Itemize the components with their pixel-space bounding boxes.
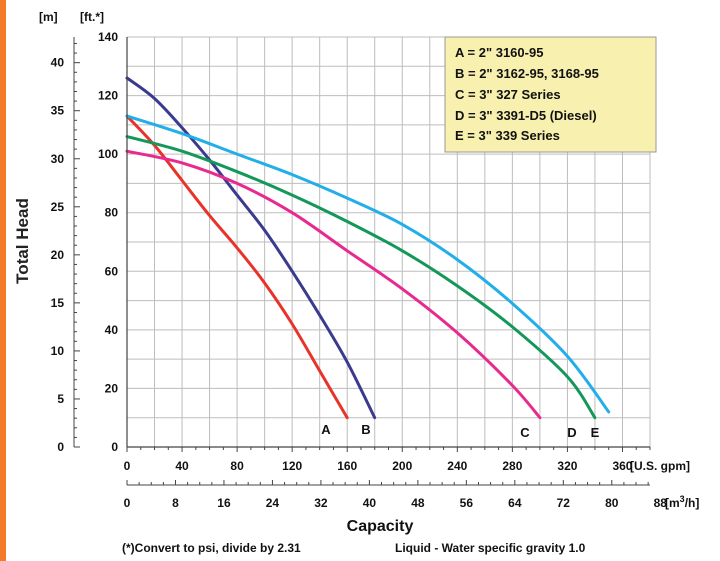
x-unit-m3h-sup: 3	[680, 494, 685, 504]
x-tick-label-gpm: 40	[175, 459, 189, 473]
y-tick-label-ft: 80	[105, 206, 119, 220]
x-tick-label-m3h: 48	[411, 496, 425, 510]
curve-label-d: D	[567, 425, 576, 440]
legend-entry-d: D = 3" 3391-D5 (Diesel)	[455, 108, 597, 123]
y-tick-label-m: 35	[51, 104, 65, 118]
x-tick-label-m3h: 80	[605, 496, 619, 510]
y-tick-label-m: 0	[57, 440, 64, 454]
curve-c	[125, 149, 542, 420]
x-tick-label-gpm: 80	[230, 459, 244, 473]
curve-label-e: E	[591, 425, 600, 440]
curve-e	[125, 114, 611, 414]
x-unit-m3h-tail: /h]	[685, 496, 700, 510]
x-tick-label-m3h: 24	[266, 496, 280, 510]
curve-label-a: A	[321, 422, 331, 437]
axes	[73, 37, 651, 486]
y-tick-label-ft: 60	[105, 264, 119, 278]
y-tick-label-m: 20	[51, 248, 65, 262]
x-tick-label-gpm: 240	[447, 459, 467, 473]
x-tick-label-gpm: 0	[124, 459, 131, 473]
x-tick-label-gpm: 120	[282, 459, 302, 473]
legend-entry-c: C = 3" 327 Series	[455, 87, 561, 102]
y-tick-label-m: 40	[51, 56, 65, 70]
x-unit-m3h: [m3/h]	[665, 494, 699, 510]
legend-box	[444, 36, 657, 153]
y-tick-label-m: 30	[51, 152, 65, 166]
footnote-liquid: Liquid - Water specific gravity 1.0	[395, 541, 586, 555]
y-tick-label-ft: 120	[98, 89, 118, 103]
x-tick-label-m3h: 64	[508, 496, 522, 510]
y-tick-label-m: 10	[51, 344, 65, 358]
x-tick-label-m3h: 40	[363, 496, 377, 510]
y-tick-label-ft: 20	[105, 381, 119, 395]
y-tick-label-m: 15	[51, 296, 65, 310]
curve-label-b: B	[361, 422, 370, 437]
x-tick-label-gpm: 280	[502, 459, 522, 473]
x-tick-label-m3h: 8	[172, 496, 179, 510]
curve-label-c: C	[520, 425, 530, 440]
x-tick-label-gpm: 200	[392, 459, 412, 473]
x-tick-label-m3h: 16	[217, 496, 231, 510]
legend-entry-b: B = 2" 3162-95, 3168-95	[455, 66, 599, 81]
legend: A = 2" 3160-95 B = 2" 3162-95, 3168-95 C…	[444, 36, 657, 153]
y-tick-label-ft: 40	[105, 323, 119, 337]
y-tick-label-m: 5	[57, 392, 64, 406]
y-tick-label-ft: 100	[98, 147, 118, 161]
x-unit-m3h-base: [m	[665, 496, 680, 510]
x-tick-label-gpm: 360	[612, 459, 632, 473]
x-unit-gpm: [U.S. gpm]	[630, 459, 690, 473]
curve-d	[125, 135, 597, 420]
x-tick-label-m3h: 32	[314, 496, 328, 510]
y-tick-label-ft: 140	[98, 30, 118, 44]
y-tick-label-m: 25	[51, 200, 65, 214]
side-accent-bar	[0, 0, 6, 561]
curve-a	[125, 114, 349, 420]
curves	[125, 76, 611, 420]
x-tick-label-gpm: 160	[337, 459, 357, 473]
y-unit-ft: [ft.*]	[80, 10, 104, 24]
y-tick-label-ft: 0	[111, 440, 118, 454]
legend-entry-e: E = 3" 339 Series	[455, 128, 560, 143]
y-axis-title: Total Head	[13, 198, 32, 284]
x-tick-label-m3h: 72	[557, 496, 571, 510]
x-tick-label-gpm: 320	[557, 459, 577, 473]
legend-entry-a: A = 2" 3160-95	[455, 45, 543, 60]
x-tick-label-m3h: 0	[124, 496, 131, 510]
x-axis-title: Capacity	[347, 518, 414, 535]
curve-b	[125, 76, 377, 420]
footnote-psi: (*)Convert to psi, divide by 2.31	[122, 541, 301, 555]
y-unit-m: [m]	[39, 10, 58, 24]
x-tick-label-m3h: 56	[460, 496, 474, 510]
x-tick-label-m3h: 88	[654, 496, 668, 510]
